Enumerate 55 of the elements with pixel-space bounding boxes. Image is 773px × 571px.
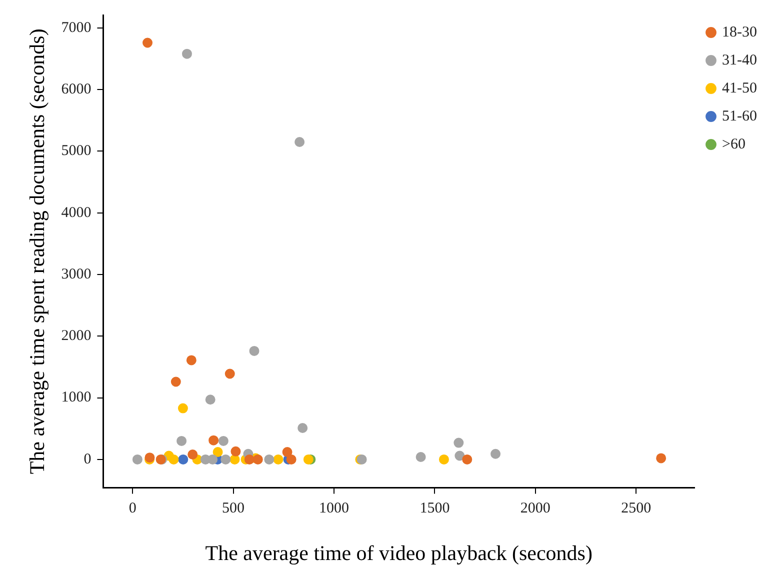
x-tick-label: 1000 [319,500,349,517]
legend-label: >60 [722,136,746,152]
point [212,447,223,458]
point [205,394,216,405]
point [273,454,284,464]
x-tick-label: 500 [222,500,245,517]
point [303,454,314,464]
point [454,438,464,448]
point [656,453,666,464]
legend-label: 31-40 [722,52,758,68]
point [454,450,465,461]
point [168,454,179,464]
legend-label: 51-60 [722,108,758,124]
x-tick-label: 2000 [520,500,550,517]
point [186,355,196,366]
point [249,346,260,356]
point [286,454,296,464]
point [178,454,188,464]
y-tick-label: 1000 [61,390,92,406]
point [416,452,426,462]
x-tick-label: 1500 [420,500,450,517]
point [170,376,181,387]
point [264,454,274,464]
point [298,423,308,434]
x-tick-label: 2500 [621,500,652,517]
y-tick-label: 2000 [61,328,92,344]
y-axis-title: The average time spent reading documents (seconds) [25,28,50,474]
point [208,435,219,446]
point [188,450,198,460]
point [244,454,254,464]
point [182,48,192,59]
y-tick-label: 4000 [61,204,92,221]
point [230,446,241,456]
y-tick-label: 6000 [61,82,92,98]
x-axis-title: The average time of video playback (seconds) [205,540,592,565]
point [208,454,218,464]
point [282,447,292,458]
y-tick-label: 0 [84,451,92,468]
y-tick-label: 7000 [61,20,92,36]
point [490,448,501,459]
y-tick-label: 3000 [61,266,92,282]
legend-label: 18-30 [722,24,758,40]
point [176,436,187,446]
point [132,454,142,464]
legend-label: 41-50 [722,80,758,96]
point [142,38,153,48]
point [462,454,472,464]
point [178,403,188,414]
point [220,454,231,464]
point [294,136,305,147]
point [224,368,235,379]
y-tick-label: 5000 [61,143,92,160]
point [438,454,449,464]
point [218,436,228,446]
x-tick-label: 0 [128,500,136,517]
